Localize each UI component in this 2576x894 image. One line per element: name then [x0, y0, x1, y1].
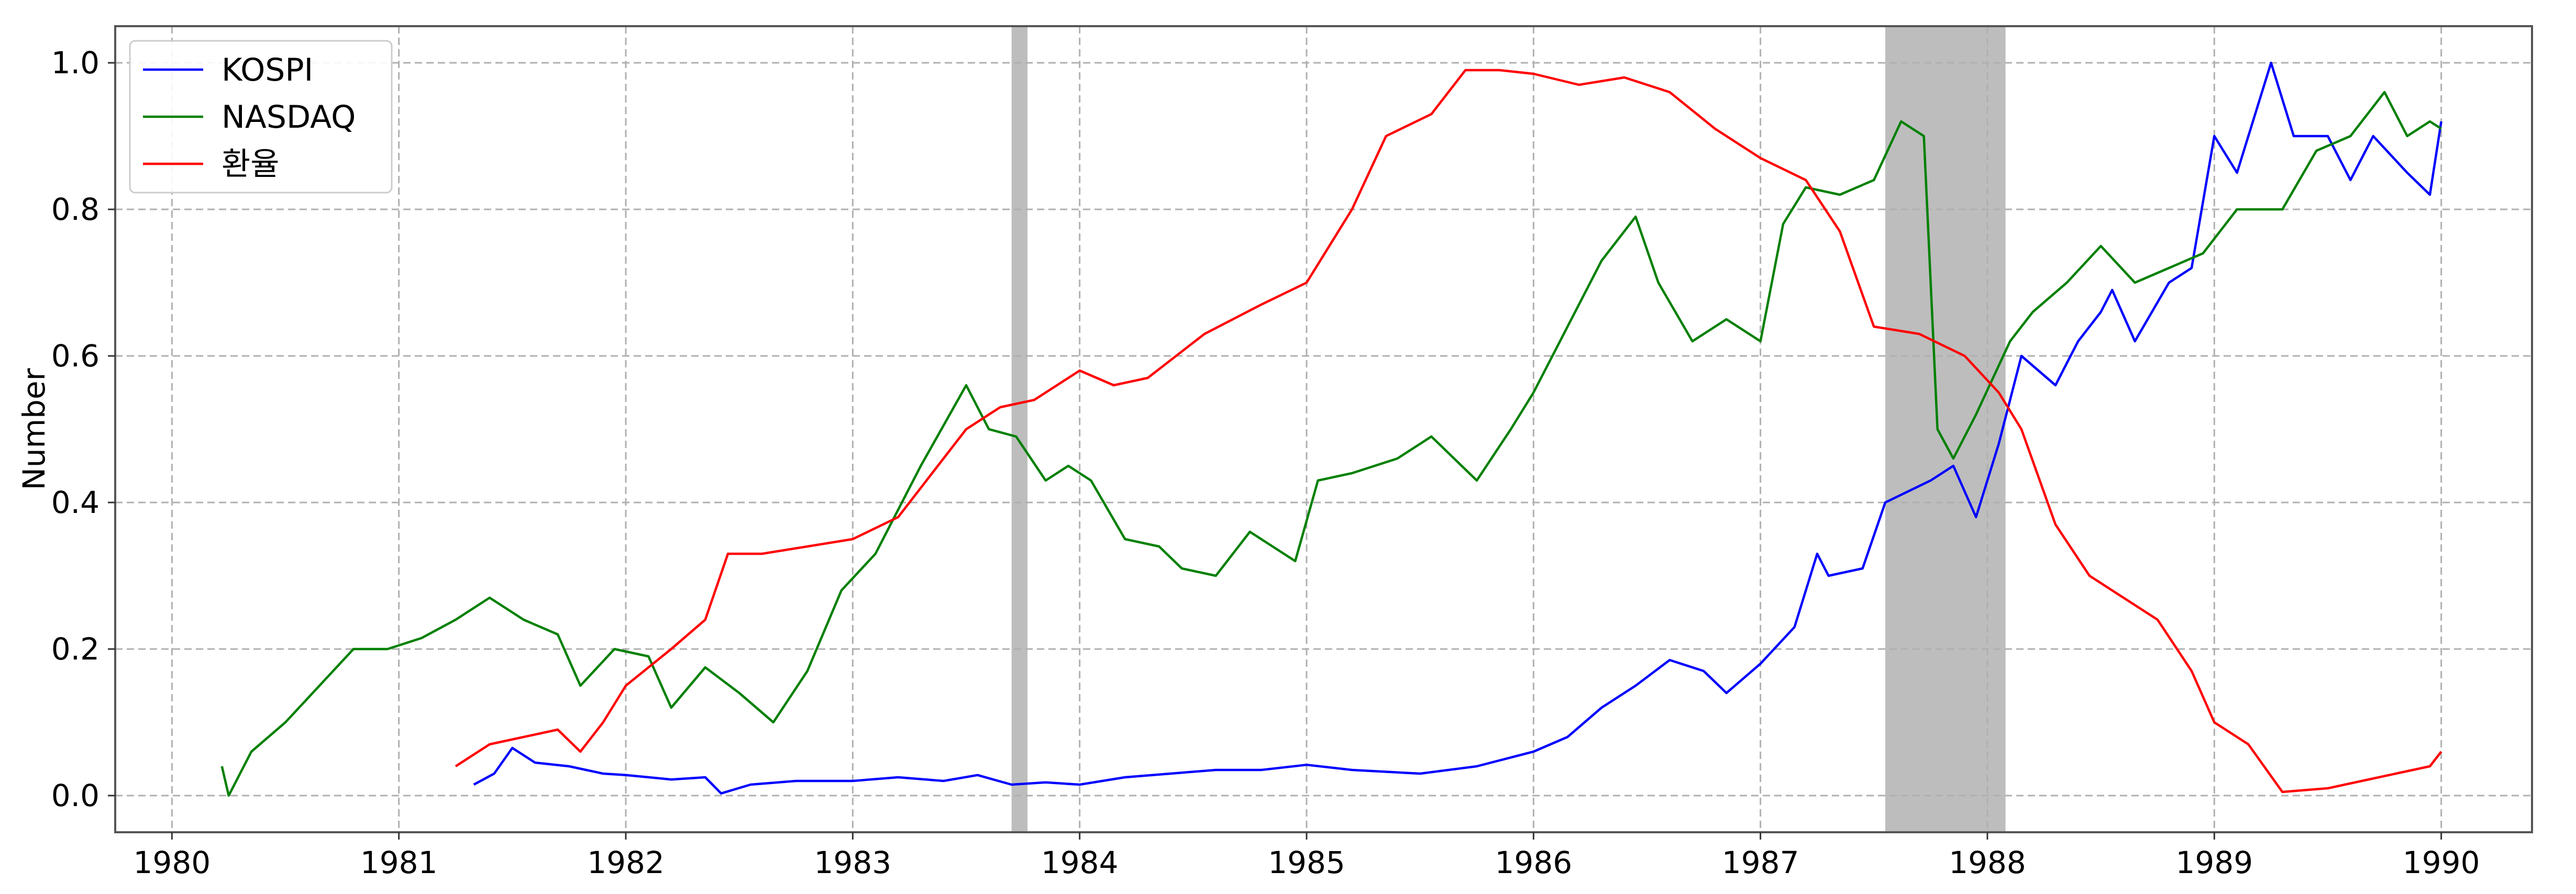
y-tick-label-1: 0.2 — [51, 631, 99, 667]
x-tick-label-2: 1982 — [587, 845, 665, 880]
x-tick-label-9: 1989 — [2176, 845, 2253, 880]
y-tick-label-2: 0.4 — [51, 485, 99, 520]
legend-label-2: 환율 — [222, 146, 279, 183]
legend-label-0: KOSPI — [222, 52, 313, 88]
y-tick-label-5: 1.0 — [51, 45, 99, 81]
series-line-1 — [220, 91, 2442, 797]
shaded-period-0 — [1011, 26, 1027, 832]
x-tick-label-5: 1985 — [1268, 845, 1345, 880]
x-tick-label-3: 1983 — [814, 845, 892, 880]
x-tick-label-4: 1984 — [1041, 845, 1119, 880]
legend-label-1: NASDAQ — [222, 99, 356, 136]
series-lines — [220, 61, 2442, 797]
y-tick-label-4: 0.8 — [51, 192, 99, 227]
legend: KOSPI NASDAQ 환율 — [129, 40, 393, 194]
x-tick-label-7: 1987 — [1722, 845, 1799, 880]
shaded-period-1 — [1885, 26, 2006, 832]
series-line-0 — [473, 61, 2442, 795]
x-tick-label-6: 1986 — [1495, 845, 1573, 880]
shaded-periods — [1011, 26, 2006, 832]
y-axis-ticks: 0.0 0.2 0.4 0.6 0.8 1.0 — [51, 45, 115, 813]
legend-box — [129, 40, 393, 194]
x-axis-ticks: 1980 1981 1982 1983 1984 1985 1986 1987 1988 1989… — [134, 832, 2480, 880]
x-tick-label-10: 1990 — [2403, 845, 2480, 880]
series-line-2 — [455, 69, 2442, 794]
y-tick-label-0: 0.0 — [51, 778, 99, 813]
plot-frame — [114, 25, 2533, 833]
x-tick-label-1: 1981 — [360, 845, 438, 880]
x-tick-label-8: 1988 — [1949, 845, 2026, 880]
y-axis-label: Number — [16, 368, 52, 490]
grid-lines — [115, 26, 2532, 832]
y-tick-label-3: 0.6 — [51, 338, 99, 374]
x-tick-label-0: 1980 — [134, 845, 211, 880]
